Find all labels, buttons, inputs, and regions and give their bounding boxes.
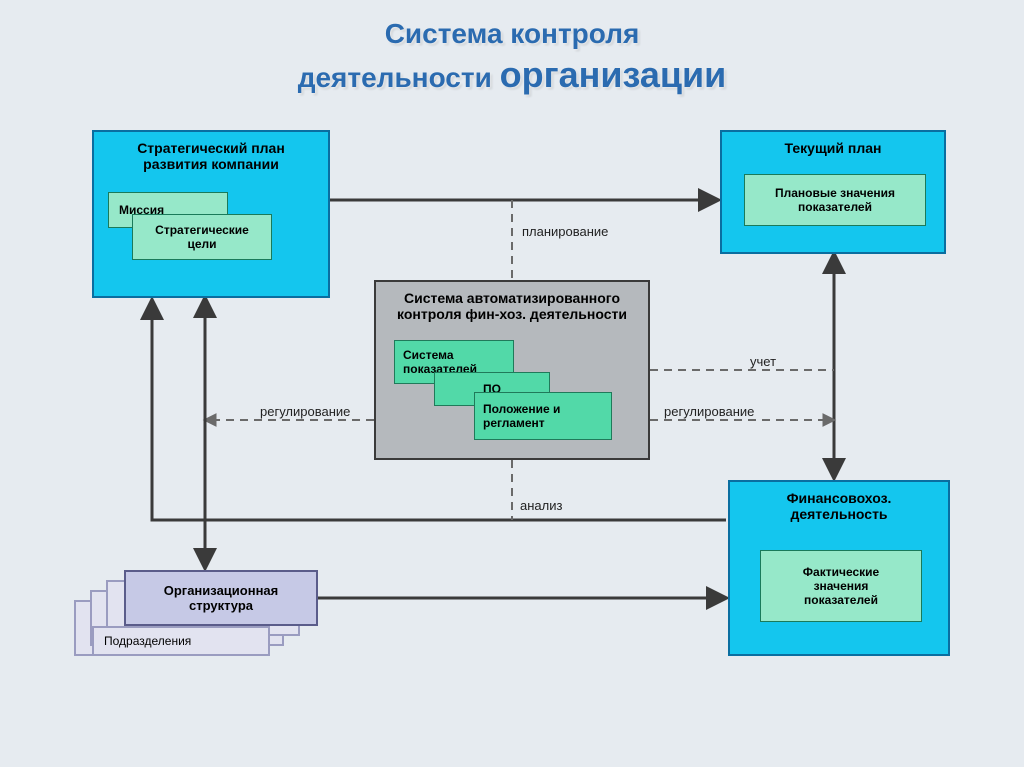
page-title-line1: Система контроля <box>0 18 1024 50</box>
label-analysis: анализ <box>520 498 562 513</box>
page-title-line2: деятельности организации <box>0 54 1024 96</box>
label-regulation-left: регулирование <box>260 404 350 419</box>
node-org-structure-title: Организационная структура <box>164 583 279 613</box>
node-current-plan: Текущий план Плановые значения показател… <box>720 130 946 254</box>
org-sub-label: Подразделения <box>104 634 191 648</box>
node-org-structure: Организационная структура <box>124 570 318 626</box>
node-fin-activity: Финансовохоз. деятельность Фактические з… <box>728 480 950 656</box>
strategic-inner-goals: Стратегические цели <box>132 214 272 260</box>
node-automated: Система автоматизированного контроля фин… <box>374 280 650 460</box>
label-accounting: учет <box>750 354 776 369</box>
label-planning: планирование <box>522 224 608 239</box>
current-plan-inner: Плановые значения показателей <box>744 174 926 226</box>
node-automated-title: Система автоматизированного контроля фин… <box>376 282 648 326</box>
automated-inner-reglament: Положение и регламент <box>474 392 612 440</box>
label-regulation-right: регулирование <box>664 404 754 419</box>
node-strategic-title: Стратегический план развития компании <box>94 132 328 176</box>
node-org-subdivisions: Подразделения <box>92 626 270 656</box>
node-current-plan-title: Текущий план <box>722 132 944 160</box>
node-fin-activity-title: Финансовохоз. деятельность <box>730 482 948 526</box>
fin-activity-inner: Фактические значения показателей <box>760 550 922 622</box>
node-strategic: Стратегический план развития компании Ми… <box>92 130 330 298</box>
